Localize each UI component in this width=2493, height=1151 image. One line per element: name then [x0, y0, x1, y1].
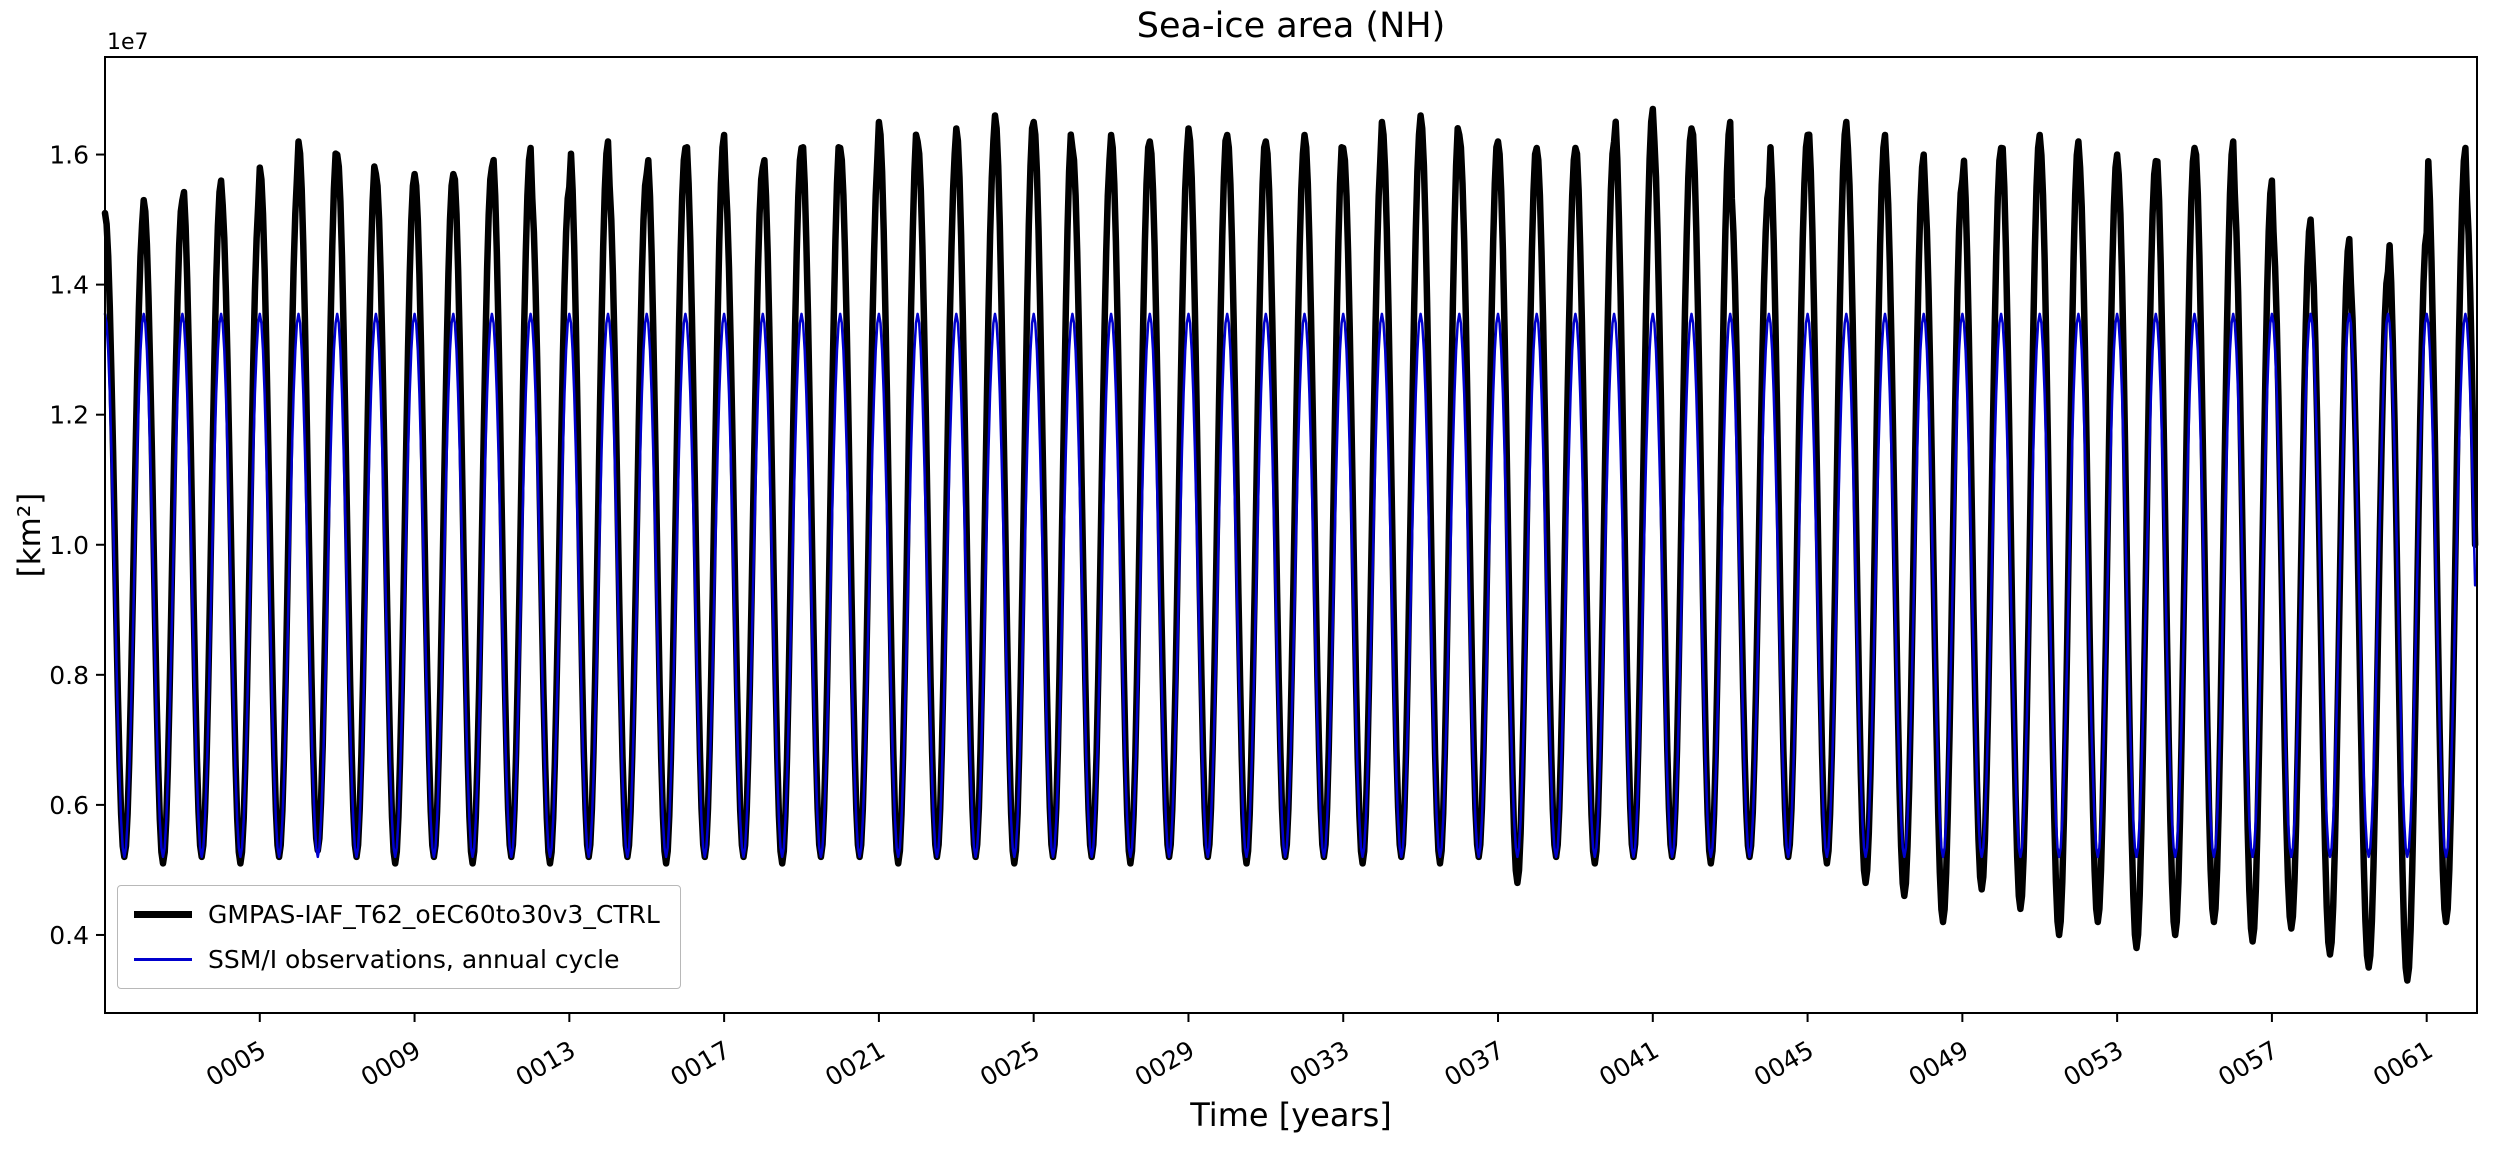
x-tick-label: 0013: [511, 1035, 581, 1092]
x-tick-label: 0041: [1594, 1035, 1664, 1092]
legend-item-gmpas: GMPAS-IAF_T62_oEC60to30v3_CTRL: [134, 900, 660, 929]
x-tick-label: 0021: [820, 1035, 890, 1092]
y-tick-label: 1.0: [49, 531, 89, 560]
chart-title: Sea-ice area (NH): [1136, 6, 1446, 46]
legend: GMPAS-IAF_T62_oEC60to30v3_CTRL SSM/I obs…: [117, 885, 681, 989]
y-tick-label: 0.6: [49, 791, 89, 820]
x-tick-label: 0049: [1904, 1035, 1974, 1092]
x-tick-label: 0025: [975, 1035, 1045, 1092]
x-axis-label: Time [years]: [1190, 1096, 1392, 1134]
x-tick-label: 0005: [201, 1035, 271, 1092]
x-tick-label: 0009: [356, 1035, 426, 1092]
x-tick-label: 0029: [1130, 1035, 1200, 1092]
legend-item-ssmi: SSM/I observations, annual cycle: [134, 945, 660, 974]
legend-label-gmpas: GMPAS-IAF_T62_oEC60to30v3_CTRL: [208, 900, 660, 929]
legend-line-sample-black: [134, 911, 192, 918]
axes-spines: [104, 56, 2478, 1014]
series-line-1: [103, 312, 2477, 859]
y-axis-offset-text: 1e7: [107, 30, 149, 55]
legend-line-sample-blue: [134, 958, 192, 961]
x-tick-label: 0033: [1285, 1035, 1355, 1092]
x-tick-label: 0037: [1439, 1035, 1509, 1092]
series-line-0: [101, 105, 2479, 984]
y-tick-label: 0.4: [49, 921, 89, 950]
y-tick-label: 1.2: [49, 401, 89, 430]
x-tick-label: 0045: [1749, 1035, 1819, 1092]
x-tick-label: 0061: [2368, 1035, 2438, 1092]
y-tick-label: 0.8: [49, 661, 89, 690]
x-tick-label: 0057: [2213, 1035, 2283, 1092]
y-tick-label: 1.6: [49, 141, 89, 170]
y-tick-label: 1.4: [49, 271, 89, 300]
legend-label-ssmi: SSM/I observations, annual cycle: [208, 945, 620, 974]
x-tick-label: 0053: [2059, 1035, 2129, 1092]
x-tick-label: 0017: [666, 1035, 736, 1092]
